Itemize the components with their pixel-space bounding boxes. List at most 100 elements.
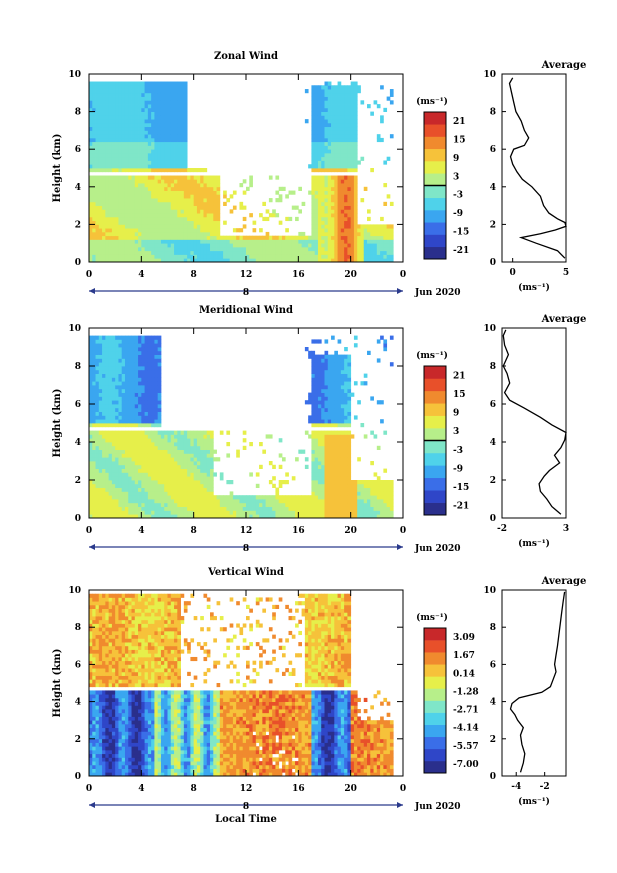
heatmap-cell xyxy=(194,450,198,454)
heatmap-cell xyxy=(184,134,188,138)
heatmap-cell xyxy=(161,495,165,499)
heatmap-cell xyxy=(328,198,332,202)
heatmap-cell xyxy=(105,176,109,180)
heatmap-cell xyxy=(102,343,106,347)
heatmap-cell xyxy=(171,119,175,123)
heatmap-cell xyxy=(109,232,113,236)
heatmap-cell xyxy=(194,239,198,243)
heatmap-cell xyxy=(194,480,198,484)
heatmap-cell xyxy=(321,495,325,499)
heatmap-cell xyxy=(210,224,214,228)
heatmap-cell xyxy=(125,213,129,217)
heatmap-cell xyxy=(351,115,355,119)
heatmap-cell xyxy=(177,484,181,488)
heatmap-cell xyxy=(325,153,329,157)
heatmap-cell xyxy=(390,89,394,93)
heatmap-cell xyxy=(148,89,152,93)
heatmap-cell xyxy=(164,472,168,476)
heatmap-cell xyxy=(132,85,136,89)
heatmap-cell xyxy=(132,412,136,416)
heatmap-cell xyxy=(197,495,201,499)
heatmap-cell xyxy=(118,243,122,247)
heatmap-cell xyxy=(154,381,158,385)
heatmap-cell xyxy=(292,510,296,514)
heatmap-cell xyxy=(168,495,172,499)
heatmap-cell xyxy=(141,160,145,164)
heatmap-cell xyxy=(177,164,181,168)
heatmap-cell xyxy=(135,176,139,180)
heatmap-cell xyxy=(344,100,348,104)
heatmap-cell xyxy=(125,408,129,412)
heatmap-cell xyxy=(102,434,106,438)
heatmap-cell xyxy=(311,457,315,461)
heatmap-cell xyxy=(138,251,142,255)
heatmap-cell xyxy=(105,374,109,378)
heatmap-cell xyxy=(354,236,358,240)
heatmap-cell xyxy=(318,491,322,495)
heatmap-cell xyxy=(115,339,119,343)
heatmap-cell xyxy=(325,377,329,381)
heatmap-cell xyxy=(194,431,198,435)
heatmap-cell xyxy=(89,336,93,340)
heatmap-cell xyxy=(318,484,322,488)
heatmap-cell xyxy=(338,157,342,161)
heatmap-cell xyxy=(331,194,335,198)
heatmap-cell xyxy=(161,85,165,89)
heatmap-cell xyxy=(154,239,158,243)
heatmap-cell xyxy=(109,228,113,232)
heatmap-cell xyxy=(115,191,119,195)
heatmap-cell xyxy=(125,339,129,343)
heatmap-cell xyxy=(158,108,162,112)
heatmap-cell xyxy=(112,108,116,112)
heatmap-cell xyxy=(99,480,103,484)
heatmap-cell xyxy=(347,484,351,488)
heatmap-cell xyxy=(207,209,211,213)
heatmap-cell xyxy=(354,336,358,340)
heatmap-cell xyxy=(151,484,155,488)
heatmap-cell xyxy=(341,209,345,213)
heatmap-cell xyxy=(92,472,96,476)
heatmap-cell xyxy=(132,134,136,138)
heatmap-cell xyxy=(360,503,364,507)
heatmap-cell xyxy=(151,423,155,427)
heatmap-cell xyxy=(289,243,293,247)
heatmap-cell xyxy=(328,423,332,427)
heatmap-cell xyxy=(105,415,109,419)
heatmap-cell xyxy=(387,239,391,243)
heatmap-cell xyxy=(289,499,293,503)
heatmap-cell xyxy=(387,236,391,240)
heatmap-cell xyxy=(325,206,329,210)
heatmap-cell xyxy=(138,389,142,393)
heatmap-cell xyxy=(318,228,322,232)
heatmap-cell xyxy=(132,476,136,480)
heatmap-cell xyxy=(145,510,149,514)
heatmap-cell xyxy=(190,453,194,457)
heatmap-cell xyxy=(102,224,106,228)
heatmap-cell xyxy=(217,187,221,191)
heatmap-cell xyxy=(377,104,381,108)
heatmap-cell xyxy=(135,251,139,255)
heatmap-cell xyxy=(357,89,361,93)
heatmap-cell xyxy=(92,495,96,499)
heatmap-cell xyxy=(292,251,296,255)
heatmap-cell xyxy=(161,149,165,153)
heatmap-cell xyxy=(177,243,181,247)
heatmap-cell xyxy=(334,377,338,381)
heatmap-cell xyxy=(112,164,116,168)
heatmap-cell xyxy=(132,145,136,149)
heatmap-cell xyxy=(181,217,185,221)
heatmap-cell xyxy=(141,213,145,217)
heatmap-cell xyxy=(141,153,145,157)
heatmap-cell xyxy=(233,243,237,247)
heatmap-cell xyxy=(341,469,345,473)
heatmap-cell xyxy=(148,145,152,149)
heatmap-cell xyxy=(194,446,198,450)
heatmap-cell xyxy=(190,191,194,195)
heatmap-cell xyxy=(174,176,178,180)
heatmap-cell xyxy=(177,168,181,172)
heatmap-cell xyxy=(190,446,194,450)
heatmap-cell xyxy=(187,247,191,251)
heatmap-cell xyxy=(138,228,142,232)
heatmap-cell xyxy=(197,480,201,484)
heatmap-cell xyxy=(184,198,188,202)
